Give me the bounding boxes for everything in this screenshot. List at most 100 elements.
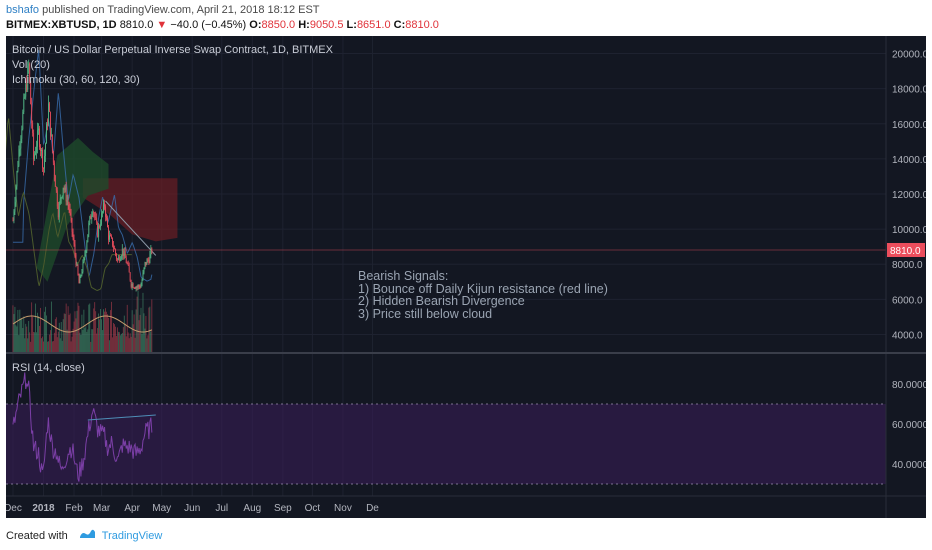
time-tick-label: Apr — [124, 503, 140, 514]
candle-body — [19, 148, 21, 150]
price-tick-label: 4000.0 — [892, 330, 923, 341]
candle-body — [37, 130, 38, 147]
rsi-tick-label: 80.0000 — [892, 380, 926, 391]
volume-bar — [14, 306, 16, 352]
candle-body — [93, 211, 95, 214]
volume-bar — [68, 315, 70, 352]
candle-body — [98, 226, 100, 237]
volume-bar — [43, 341, 44, 352]
volume-bar — [105, 308, 106, 352]
candle-body — [40, 147, 41, 152]
volume-bar — [28, 320, 30, 352]
candle-body — [136, 287, 138, 289]
volume-bar — [36, 332, 37, 352]
chart-area[interactable]: 20000.0 18000.0 16000.0 14000.0 12000.0 10000… — [0, 36, 929, 518]
time-tick-label: Jun — [184, 503, 200, 514]
candle-body — [76, 264, 78, 266]
candle-body — [50, 134, 52, 136]
time-tick-label: Jul — [215, 503, 228, 514]
candle-body — [140, 285, 142, 288]
time-tick-label: 2018 — [32, 503, 55, 514]
candle-body — [44, 156, 45, 169]
candle-body — [141, 280, 143, 286]
price-tick-label: 12000.0 — [892, 190, 926, 201]
time-tick-label: Dec — [6, 503, 22, 514]
last-price-tag — [887, 243, 925, 258]
volume-bar — [44, 311, 45, 352]
volume-bar — [77, 302, 79, 352]
volume-bar — [100, 308, 102, 352]
volume-bar — [81, 314, 83, 352]
candle-body — [22, 112, 24, 130]
volume-bar — [62, 319, 64, 352]
tradingview-link[interactable]: TradingView — [101, 529, 163, 542]
candle-body — [149, 254, 151, 264]
rsi-band-fill — [6, 404, 886, 484]
volume-bar — [128, 338, 130, 352]
volume-bar — [112, 337, 113, 352]
candle-body — [28, 63, 30, 67]
volume-bar — [72, 328, 74, 352]
volume-bar — [108, 317, 109, 352]
volume-bar — [61, 340, 63, 352]
candle-body — [33, 133, 35, 159]
open-value: 8850.0 — [261, 19, 296, 31]
ichimoku-legend[interactable]: Ichimoku (30, 60, 120, 30) — [12, 74, 140, 86]
candle-body — [77, 264, 79, 275]
candle-body — [115, 249, 116, 255]
volume-bar — [110, 310, 111, 352]
candle-body — [125, 257, 127, 264]
volume-bar — [71, 336, 73, 352]
time-tick-label: De — [366, 503, 379, 514]
volume-bar — [55, 317, 57, 352]
candle-body — [47, 124, 48, 126]
candle-body — [92, 211, 94, 216]
tradingview-logo-icon[interactable] — [78, 528, 96, 543]
candle-body — [84, 254, 86, 258]
candles — [12, 59, 153, 292]
volume-bar — [64, 313, 66, 352]
candle-body — [127, 263, 129, 266]
volume-bar — [101, 319, 102, 352]
price-tick-label: 16000.0 — [892, 120, 926, 131]
candle-body — [116, 258, 118, 261]
created-with-text: Created with — [6, 529, 68, 542]
open-label: O: — [249, 19, 262, 31]
volume-bar — [122, 327, 124, 352]
chart-svg[interactable]: 20000.0 18000.0 16000.0 14000.0 12000.0 10000… — [0, 36, 929, 518]
volume-bar — [21, 318, 23, 352]
volume-bar — [124, 323, 126, 352]
rsi-legend[interactable]: RSI (14, close) — [12, 362, 85, 374]
volume-bar — [85, 326, 87, 352]
candle-body — [126, 263, 128, 265]
price-change: −40.0 (−0.45%) — [170, 19, 247, 31]
candle-body — [150, 248, 152, 255]
rsi-trendline — [87, 414, 156, 421]
candle-body — [97, 222, 99, 237]
cloud-bearish — [82, 178, 178, 242]
candle-body — [58, 203, 60, 218]
chart-title: Bitcoin / US Dollar Perpetual Inverse Sw… — [12, 44, 333, 56]
time-tick-label: Nov — [334, 503, 352, 514]
volume-bar — [109, 340, 110, 352]
volume-bar — [137, 290, 139, 352]
volume-bar — [37, 312, 38, 352]
volume-bar — [146, 338, 148, 352]
candle-body — [105, 206, 106, 217]
annotation-heading: Bearish Signals: — [358, 269, 449, 283]
volume-bar — [129, 333, 131, 352]
candle-body — [82, 261, 84, 273]
candle-body — [103, 203, 104, 212]
candle-body — [78, 274, 80, 284]
vol-legend[interactable]: Vol (20) — [12, 59, 50, 71]
candle-body — [69, 209, 71, 213]
volume-bar — [133, 314, 135, 352]
volume-bar — [50, 301, 52, 352]
author-link[interactable]: bshafo — [6, 4, 40, 16]
candle-body — [35, 152, 37, 155]
volume-bar — [104, 311, 105, 352]
volume-bar — [116, 327, 118, 352]
volume-bar — [70, 341, 72, 352]
volume-bar — [93, 308, 95, 352]
volume-bar — [35, 303, 37, 352]
